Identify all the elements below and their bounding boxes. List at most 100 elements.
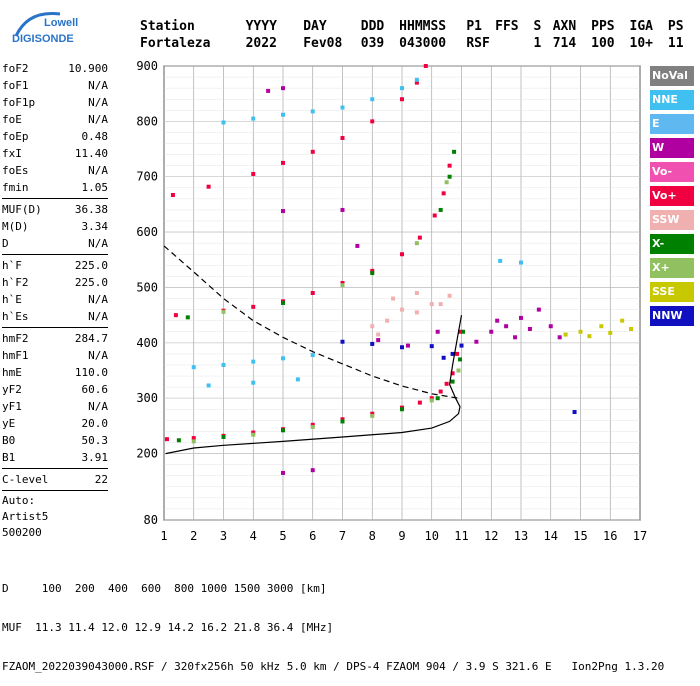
echo-point-Vo+ xyxy=(251,171,256,176)
y-tick-label: 300 xyxy=(136,391,158,405)
header-labels-cell: PPS xyxy=(591,19,615,34)
echo-point-NNE xyxy=(251,380,256,385)
echo-point-NNE xyxy=(498,258,503,263)
clevel-row: C-level 22 xyxy=(2,471,108,488)
echo-point-W xyxy=(355,243,360,248)
echo-point-Vo+ xyxy=(251,304,256,309)
echo-point-NNE xyxy=(400,86,404,91)
echo-point-NNE xyxy=(310,353,315,358)
echo-point-NNE xyxy=(340,105,345,110)
echo-point-Vo+ xyxy=(450,371,455,376)
param-name: M(D) xyxy=(2,220,29,233)
param-value: 50.3 xyxy=(81,434,109,447)
echo-point-SSE xyxy=(620,318,625,323)
header-values: Fortaleza 2022 Fev08 039 043000 RSF 1 714 100 10+… xyxy=(140,35,697,52)
echo-point-SSE xyxy=(578,329,583,334)
plot-curves xyxy=(163,245,463,455)
y-tick-label: 600 xyxy=(136,225,158,239)
echo-point-SSW xyxy=(376,332,381,337)
plot-echoes xyxy=(164,64,634,475)
echo-point-SSE xyxy=(608,330,613,335)
param-row: foF1p N/A xyxy=(2,94,108,111)
echo-point-W xyxy=(495,318,500,323)
legend: NoVal NNE E W Vo- Vo+ SSW X- X+ SSE NNW xyxy=(650,66,694,330)
param-value: N/A xyxy=(88,237,108,250)
x-tick-label: 17 xyxy=(633,529,647,543)
y-tick-label: 200 xyxy=(136,447,158,461)
echo-point-W xyxy=(405,343,410,348)
header-labels-cell: DAY xyxy=(303,19,327,34)
param-name: fxI xyxy=(2,147,22,160)
echo-point-W xyxy=(557,335,562,340)
echo-point-NNE xyxy=(221,362,226,367)
echo-point-Vo+ xyxy=(417,235,422,240)
param-value: N/A xyxy=(88,349,108,362)
legend-item: Vo- xyxy=(650,162,694,182)
header-values-cell: 043000 xyxy=(399,36,447,51)
echo-point-SSW xyxy=(414,310,419,315)
header-labels-cell: DDD xyxy=(360,19,385,34)
x-tick-label: 15 xyxy=(573,529,587,543)
echo-point-Vo+ xyxy=(191,436,196,441)
param-row: foEp 0.48 xyxy=(2,128,108,145)
echo-point-Vo+ xyxy=(432,213,437,218)
param-value: N/A xyxy=(88,164,108,177)
param-value: N/A xyxy=(88,293,108,306)
param-name: C-level xyxy=(2,473,49,486)
param-name: h`F xyxy=(2,259,22,272)
echo-point-Vo+ xyxy=(340,417,345,422)
x-tick-label: 1 xyxy=(160,529,167,543)
param-value: 11.40 xyxy=(74,147,108,160)
legend-item: SSE xyxy=(650,282,694,302)
x-tick-label: 8 xyxy=(369,529,376,543)
logo-arc-icon: Lowell DIGISONDE xyxy=(12,11,78,45)
ionogram-plot: 1 2 3 4 5 6 7 8 9 10 11 12 13 14 15 16 17802003004005006… xyxy=(136,59,647,543)
y-tick-label: 900 xyxy=(136,59,158,73)
echo-point-X- xyxy=(176,438,181,443)
x-tick-label: 2 xyxy=(190,529,197,543)
footer-muf-line: MUF 11.3 11.4 12.0 12.9 14.2 16.2 21.8 3… xyxy=(2,621,334,634)
param-divider xyxy=(2,327,108,328)
echo-point-X- xyxy=(438,207,443,212)
legend-item: NoVal xyxy=(650,66,694,86)
echo-point-SSW xyxy=(414,291,419,295)
param-row: h`F2 225.0 xyxy=(2,274,108,291)
echo-point-SSE xyxy=(599,324,604,329)
x-tick-label: 3 xyxy=(220,529,227,543)
param-row: B0 50.3 xyxy=(2,432,108,449)
param-name: foF2 xyxy=(2,62,29,75)
param-value: 284.7 xyxy=(74,332,108,345)
param-row: fxI 11.40 xyxy=(2,145,108,162)
param-row: hmF2 284.7 xyxy=(2,330,108,347)
legend-item: X+ xyxy=(650,258,694,278)
echo-point-NNW xyxy=(370,341,375,346)
param-value: 60.6 xyxy=(81,383,109,396)
param-name: h`F2 xyxy=(2,276,29,289)
param-name: yF2 xyxy=(2,383,22,396)
auto-line: 500200 xyxy=(2,526,42,539)
echo-point-Vo+ xyxy=(170,193,175,198)
echo-point-NNE xyxy=(206,383,211,388)
echo-point-W xyxy=(266,88,271,93)
param-row: yF1 N/A xyxy=(2,398,108,415)
echo-point-NNW xyxy=(572,410,577,415)
echo-point-Vo+ xyxy=(370,119,375,124)
header-values-cell: RSF xyxy=(466,36,490,51)
echo-point-W xyxy=(281,86,285,91)
echo-point-NNE xyxy=(191,365,196,370)
station-header: Station YYYY DAY DDD HHMMSS P1 FFS S AXN PPS IGA PS… xyxy=(140,18,697,52)
plot-axis-labels: 1 2 3 4 5 6 7 8 9 10 11 12 13 14 15 16 17802003004005006… xyxy=(136,59,647,543)
echo-point-W xyxy=(504,324,509,329)
param-divider xyxy=(2,254,108,255)
echo-point-X- xyxy=(400,407,404,412)
echo-point-Vo+ xyxy=(429,396,434,401)
param-row: B1 3.91 xyxy=(2,449,108,466)
echo-point-Vo+ xyxy=(340,135,345,140)
echo-point-SSE xyxy=(587,334,592,339)
echo-point-X- xyxy=(458,357,463,362)
auto-line: Auto: xyxy=(2,494,36,507)
echo-point-Vo+ xyxy=(438,389,443,394)
electron-density-profile xyxy=(165,314,463,455)
echo-point-W xyxy=(310,468,315,473)
x-tick-label: 9 xyxy=(398,529,405,543)
